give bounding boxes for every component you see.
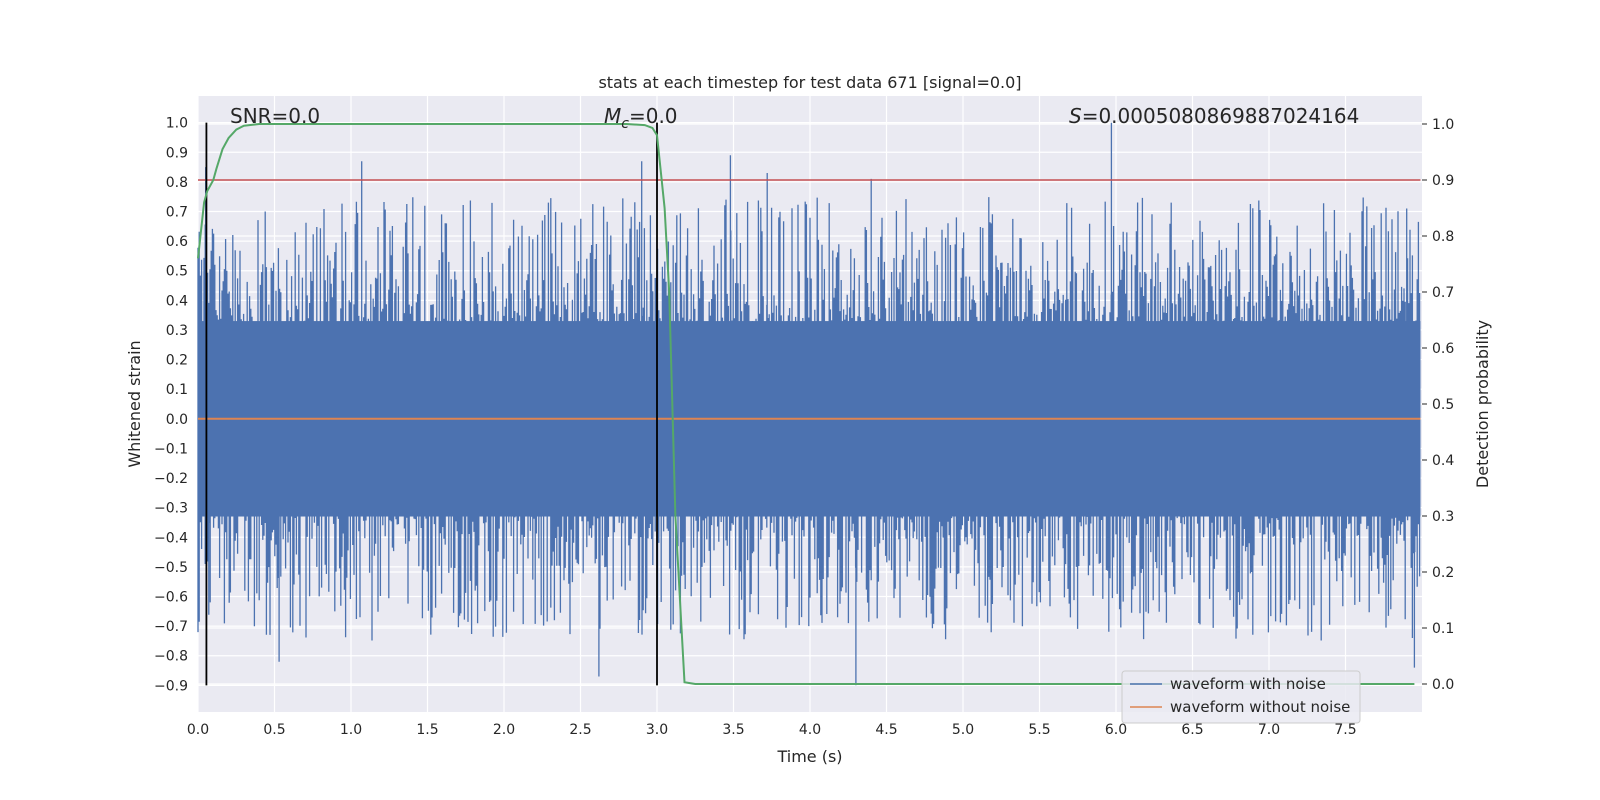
chart-title: stats at each timestep for test data 671…: [598, 73, 1021, 92]
s-annotation: S=0.0005080869887024164: [1069, 104, 1359, 128]
y-tick-label: −0.2: [154, 471, 188, 487]
x-tick-label: 3.0: [646, 722, 668, 738]
y-tick-label: 0.5: [166, 264, 188, 280]
y-tick-label: 0.4: [166, 293, 188, 309]
y2-tick-label: 1.0: [1432, 117, 1454, 133]
x-tick-label: 0.0: [187, 722, 209, 738]
y2-tick-label: 0.7: [1432, 285, 1454, 301]
x-tick-label: 6.0: [1105, 722, 1127, 738]
y-tick-label: −0.7: [154, 619, 188, 635]
y-tick-label: −0.4: [154, 530, 188, 546]
x-tick-label: 2.5: [569, 722, 591, 738]
legend-box: [1121, 670, 1361, 724]
y2-tick-label: 0.9: [1432, 173, 1454, 189]
y-tick-label: −0.8: [154, 649, 188, 665]
x-tick-label: 6.5: [1181, 722, 1203, 738]
y-tick-label: 0.1: [166, 382, 188, 398]
series-lines: [197, 122, 1421, 686]
noise-spikes: [197, 122, 1421, 686]
y-tick-label: 1.0: [166, 116, 188, 132]
x-tick-label: 1.0: [340, 722, 362, 738]
y-tick-label: 0.7: [166, 205, 188, 221]
legend-label-clean: waveform without noise: [1170, 698, 1350, 716]
mc-value: =0.0: [629, 104, 678, 128]
x-tick-label: 7.5: [1334, 722, 1356, 738]
legend-label-noise: waveform with noise: [1170, 675, 1326, 693]
y-axis-label: Whitened strain: [125, 340, 144, 467]
y-tick-label: 0.3: [166, 323, 188, 339]
x-tick-label: 7.0: [1258, 722, 1280, 738]
y-tick-label: −0.3: [154, 501, 188, 517]
y2-tick-label: 0.1: [1432, 621, 1454, 637]
y2-tick-label: 0.6: [1432, 341, 1454, 357]
x-tick-label: 4.0: [799, 722, 821, 738]
x-axis-label: Time (s): [776, 747, 842, 766]
mc-subscript: c: [621, 116, 629, 132]
y2-tick-label: 0.3: [1432, 509, 1454, 525]
y-tick-label: −0.6: [154, 590, 188, 606]
x-tick-label: 4.5: [875, 722, 897, 738]
s-symbol: S: [1069, 104, 1082, 128]
x-tick-label: 2.0: [493, 722, 515, 738]
mc-annotation: Mc=0.0: [604, 104, 678, 132]
s-value: =0.0005080869887024164: [1082, 104, 1360, 128]
y-tick-label: −0.5: [154, 560, 188, 576]
y2-tick-label: 0.5: [1432, 397, 1454, 413]
y-tick-label: −0.9: [154, 678, 188, 694]
x-tick-label: 5.5: [1028, 722, 1050, 738]
y2-tick-label: 0.4: [1432, 453, 1454, 469]
y-tick-label: 0.2: [166, 353, 188, 369]
legend: waveform with noise waveform without noi…: [1121, 670, 1361, 724]
y-tick-label: 0.6: [166, 234, 188, 250]
x-tick-label: 3.5: [722, 722, 744, 738]
y-tick-label: 0.0: [166, 412, 188, 428]
y2-tick-label: 0.2: [1432, 565, 1454, 581]
x-tick-label: 1.5: [416, 722, 438, 738]
y-tick-label: −0.1: [154, 441, 188, 457]
x-tick-label: 0.5: [263, 722, 285, 738]
y-tick-label: 0.8: [166, 175, 188, 191]
y-tick-label: 0.9: [166, 145, 188, 161]
detection-probability-line: [197, 123, 1415, 685]
y2-tick-label: 0.8: [1432, 229, 1454, 245]
mc-symbol: M: [604, 104, 621, 128]
ticks: 0.0 0.5 1.0 1.5 2.0 2.5 3.0 3.5 4.0 4.5 5.0 5.5 6.0 6…: [154, 116, 1454, 738]
y2-axis-label: Detection probability: [1473, 320, 1492, 488]
snr-annotation: SNR=0.0: [230, 104, 320, 128]
x-tick-label: 5.0: [952, 722, 974, 738]
y2-tick-label: 0.0: [1432, 677, 1454, 693]
